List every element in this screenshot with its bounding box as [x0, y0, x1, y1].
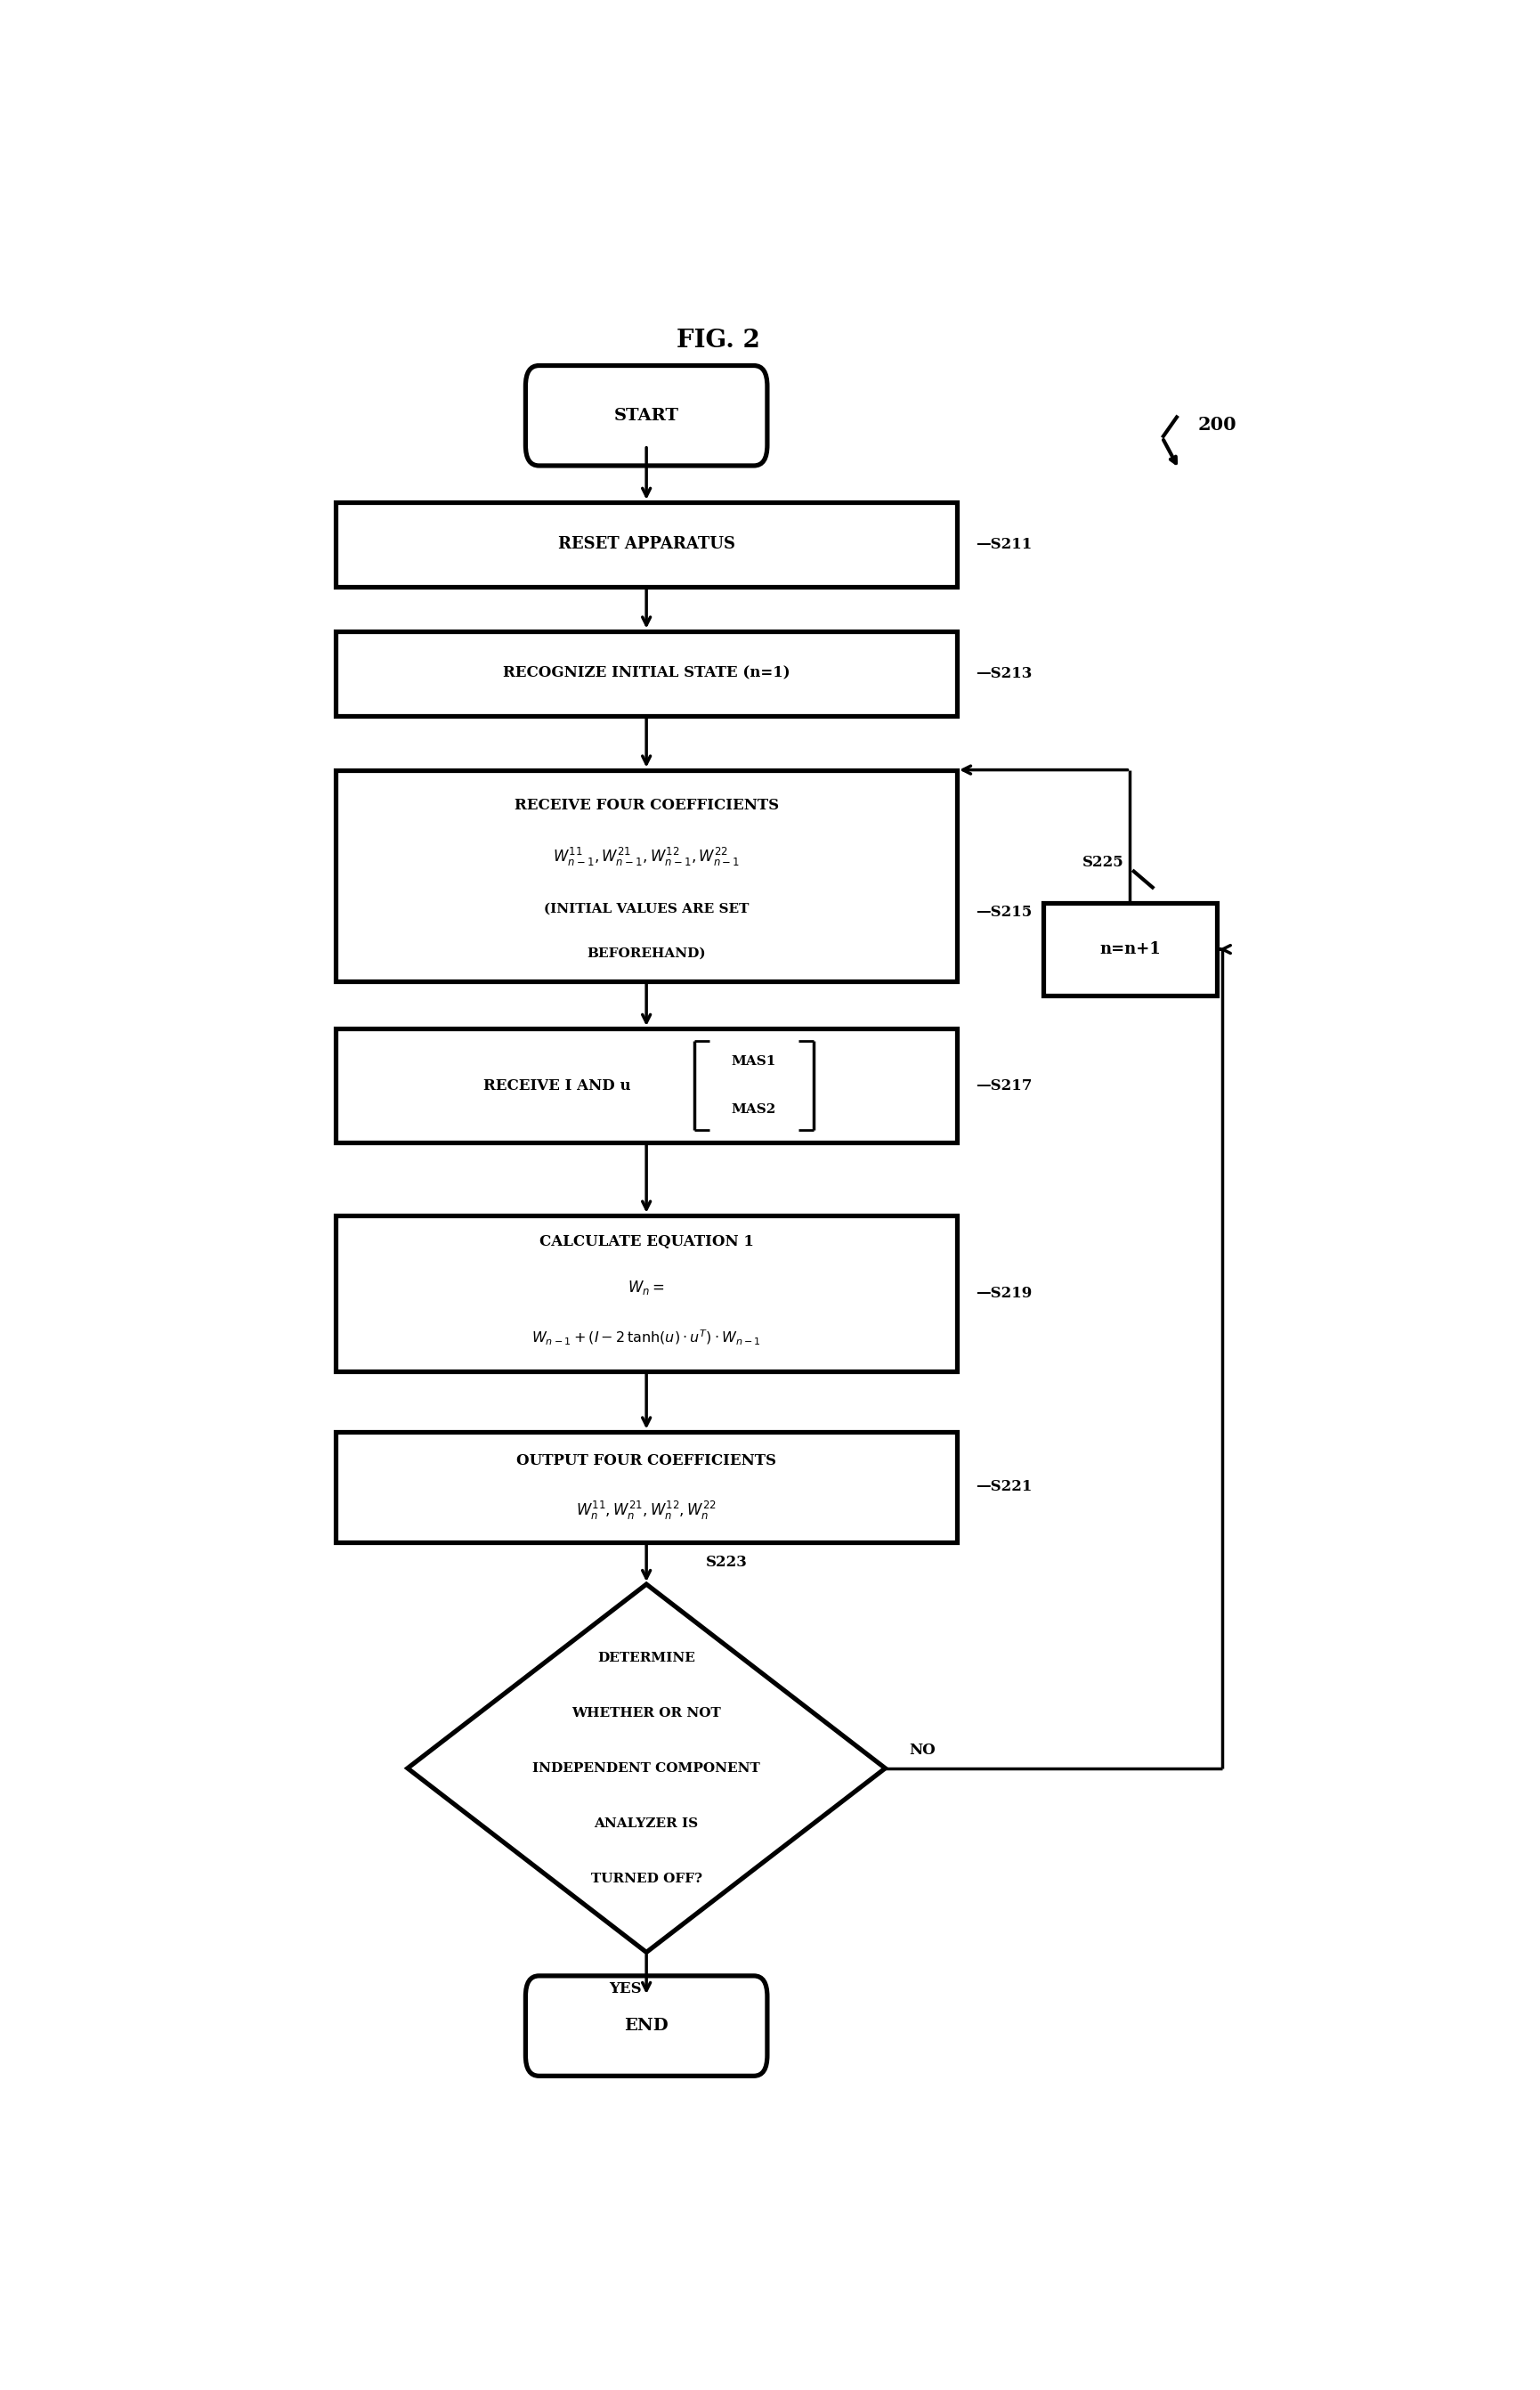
Text: —S211: —S211	[975, 538, 1032, 552]
Text: $W_n^{11}, W_n^{21}, W_n^{12}, W_n^{22}$: $W_n^{11}, W_n^{21}, W_n^{12}, W_n^{22}$	[576, 1499, 716, 1522]
Text: INDEPENDENT COMPONENT: INDEPENDENT COMPONENT	[533, 1761, 759, 1773]
Bar	[336, 631, 956, 715]
Bar	[336, 1028, 956, 1142]
Text: NO: NO	[909, 1742, 935, 1757]
Text: FIG. 2: FIG. 2	[676, 327, 759, 351]
Text: $W_{n-1}+(I-2\,\mathrm{tanh}(u)\cdot u^T)\cdot W_{n-1}$: $W_{n-1}+(I-2\,\mathrm{tanh}(u)\cdot u^T…	[531, 1329, 761, 1348]
Text: —S215: —S215	[975, 906, 1032, 920]
FancyBboxPatch shape	[525, 1977, 767, 2077]
Text: n=n+1: n=n+1	[1100, 942, 1160, 958]
Bar	[336, 1214, 956, 1372]
Text: END: END	[624, 2017, 668, 2034]
Text: RECEIVE I AND u: RECEIVE I AND u	[484, 1078, 630, 1092]
Text: BEFOREHAND): BEFOREHAND)	[587, 946, 705, 958]
Text: OUTPUT FOUR COEFFICIENTS: OUTPUT FOUR COEFFICIENTS	[516, 1453, 776, 1467]
Text: TURNED OFF?: TURNED OFF?	[590, 1871, 702, 1886]
Bar	[336, 770, 956, 982]
Text: —S219: —S219	[975, 1286, 1032, 1300]
Text: 200: 200	[1197, 416, 1237, 433]
Text: CALCULATE EQUATION 1: CALCULATE EQUATION 1	[539, 1233, 753, 1250]
Text: S225: S225	[1081, 856, 1124, 870]
Text: —S221: —S221	[975, 1479, 1032, 1494]
Text: MAS2: MAS2	[732, 1104, 776, 1116]
Text: RECEIVE FOUR COEFFICIENTS: RECEIVE FOUR COEFFICIENTS	[514, 798, 778, 813]
Text: $W_{n-1}^{11}, W_{n-1}^{21}, W_{n-1}^{12}, W_{n-1}^{22}$: $W_{n-1}^{11}, W_{n-1}^{21}, W_{n-1}^{12…	[553, 846, 739, 868]
Text: MAS1: MAS1	[732, 1056, 776, 1068]
Text: $W_n =$: $W_n =$	[627, 1279, 665, 1298]
Bar	[336, 502, 956, 588]
Text: YES: YES	[608, 1981, 641, 1998]
Text: ANALYZER IS: ANALYZER IS	[594, 1816, 698, 1831]
Text: (INITIAL VALUES ARE SET: (INITIAL VALUES ARE SET	[544, 903, 748, 915]
Text: RECOGNIZE INITIAL STATE (n=1): RECOGNIZE INITIAL STATE (n=1)	[502, 667, 790, 681]
Polygon shape	[407, 1585, 885, 1953]
FancyBboxPatch shape	[525, 366, 767, 466]
Text: RESET APPARATUS: RESET APPARATUS	[557, 535, 735, 552]
Text: START: START	[613, 409, 679, 423]
Text: —S217: —S217	[975, 1078, 1032, 1092]
Text: —S213: —S213	[975, 667, 1032, 681]
Text: S223: S223	[705, 1554, 747, 1570]
Bar	[336, 1432, 956, 1542]
Text: WHETHER OR NOT: WHETHER OR NOT	[571, 1706, 721, 1718]
Text: DETERMINE: DETERMINE	[598, 1651, 695, 1663]
Bar	[1043, 903, 1217, 994]
